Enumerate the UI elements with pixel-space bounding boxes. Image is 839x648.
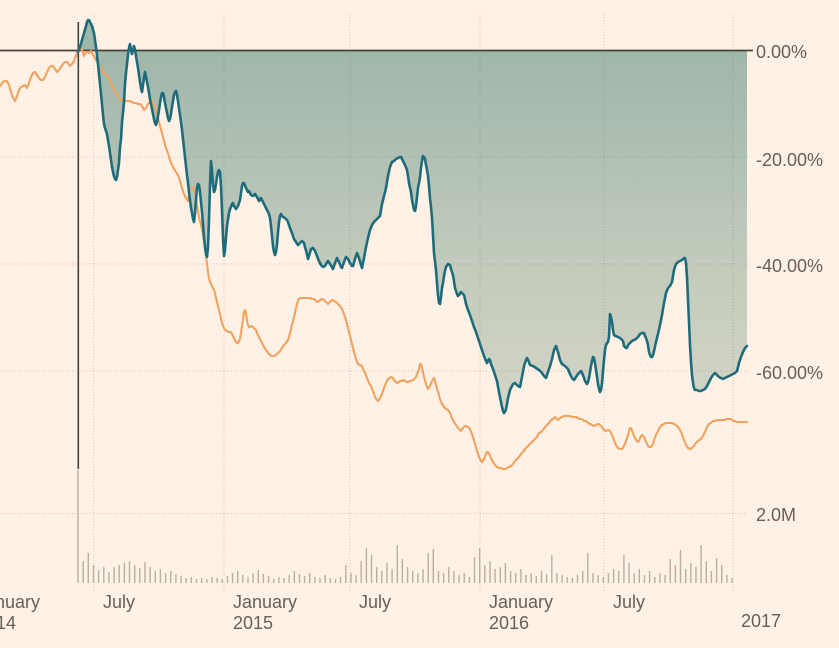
- svg-text:July: July: [359, 592, 391, 612]
- svg-text:-40.00%: -40.00%: [756, 256, 823, 276]
- svg-text:July: July: [613, 592, 645, 612]
- svg-text:July: July: [103, 592, 135, 612]
- svg-text:January: January: [233, 592, 297, 612]
- svg-text:2.0M: 2.0M: [756, 505, 796, 525]
- svg-text:January: January: [489, 592, 553, 612]
- svg-text:2017: 2017: [741, 611, 781, 631]
- svg-text:-60.00%: -60.00%: [756, 363, 823, 383]
- svg-text:2015: 2015: [233, 613, 273, 633]
- svg-text:0.00%: 0.00%: [756, 42, 807, 62]
- svg-text:2014: 2014: [0, 613, 16, 633]
- svg-text:2016: 2016: [489, 613, 529, 633]
- svg-text:-20.00%: -20.00%: [756, 150, 823, 170]
- svg-text:January: January: [0, 592, 40, 612]
